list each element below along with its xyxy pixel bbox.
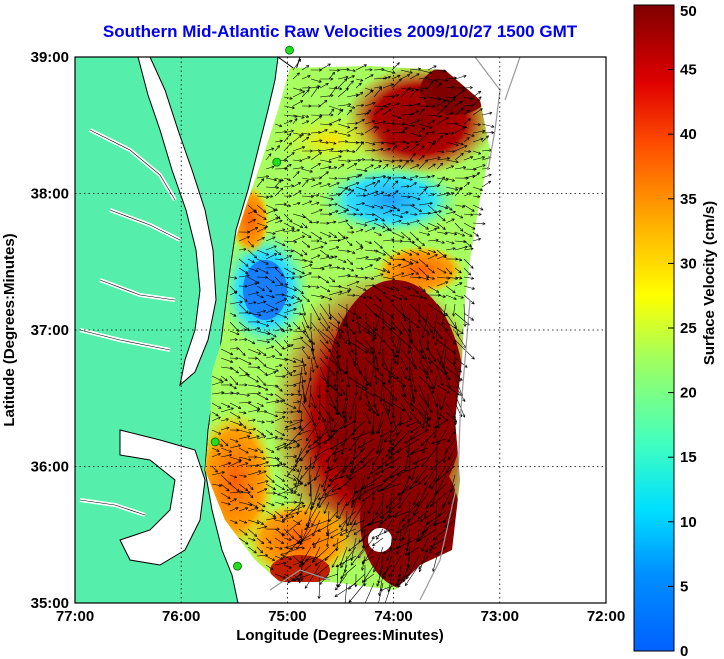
velocity-arrows (211, 58, 495, 603)
plot-frame (74, 56, 607, 604)
y-tick-label: 39:00 (31, 49, 69, 66)
y-tick-label: 35:00 (31, 595, 69, 612)
radar-station-marker (233, 561, 242, 571)
colorbar-tick-label: 15 (680, 449, 697, 466)
x-tick-label: 75:00 (268, 608, 306, 625)
colorbar (633, 4, 675, 652)
radar-station-marker (285, 45, 294, 55)
x-tick-label: 72:00 (587, 608, 625, 625)
colorbar-tick-label: 50 (680, 3, 697, 20)
radar-station-marker (272, 157, 282, 167)
colorbar-tick-label: 20 (680, 385, 697, 402)
map-title: Southern Mid-Atlantic Raw Velocities 200… (102, 22, 578, 41)
y-tick-label: 36:00 (31, 459, 69, 476)
colorbar-tick-labels: 0 5 10 15 20 25 30 35 40 45 50 (668, 3, 697, 659)
radar-station-marker (210, 437, 220, 447)
x-tick-label: 76:00 (162, 608, 200, 625)
colorbar-tick-label: 45 (680, 62, 697, 79)
colorbar-label: Surface Velocity (cm/s) (701, 201, 718, 365)
colorbar-tick-label: 0 (680, 643, 688, 659)
colorbar-tick-label: 30 (680, 255, 697, 272)
x-tick-label: 73:00 (481, 608, 519, 625)
velocity-field (205, 57, 521, 603)
y-axis-label: Latitude (Degrees:Minutes) (1, 233, 18, 426)
x-tick-label: 74:00 (374, 608, 412, 625)
radar-stations (210, 45, 294, 571)
y-tick-label: 37:00 (31, 322, 69, 339)
colorbar-tick-label: 35 (680, 191, 697, 208)
x-tick-labels: 77:00 76:00 75:00 74:00 73:00 72:00 (56, 608, 625, 625)
y-tick-label: 38:00 (31, 186, 69, 203)
velocity-vectors (211, 58, 495, 603)
colorbar-tick-label: 5 (680, 578, 688, 595)
grid-lines (75, 57, 606, 603)
colorbar-tick-label: 10 (680, 514, 697, 531)
x-tick-label: 77:00 (56, 608, 94, 625)
colorbar-tick-label: 40 (680, 126, 697, 143)
y-tick-labels: 39:00 38:00 37:00 36:00 35:00 (31, 49, 69, 612)
colorbar-tick-label: 25 (680, 320, 697, 337)
x-axis-label: Longitude (Degrees:Minutes) (236, 627, 444, 644)
